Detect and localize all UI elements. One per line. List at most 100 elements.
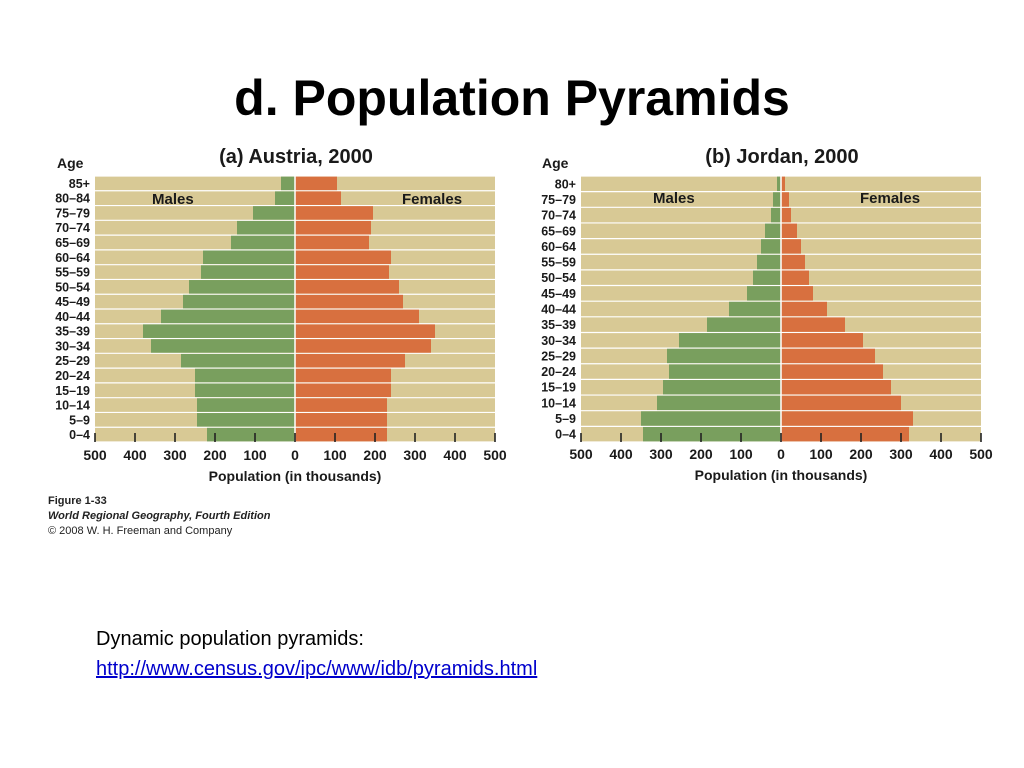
chart2-age-category-label: 65–69 — [541, 224, 576, 238]
chart1-female-bar — [295, 353, 405, 368]
chart2-male-bar — [757, 254, 781, 270]
chart1-male-bar — [183, 294, 295, 309]
chart2-age-category-label: 60–64 — [541, 240, 576, 254]
chart2-female-bar — [781, 426, 909, 442]
chart1-male-bar — [161, 309, 295, 324]
chart1-female-bar — [295, 220, 371, 235]
chart2-male-bar — [747, 286, 781, 301]
chart2-female-bar — [781, 333, 863, 348]
chart2-male-bar — [753, 270, 781, 285]
chart2-male-bar — [667, 348, 781, 364]
chart1-x-tick-label: 500 — [483, 447, 507, 463]
chart2-age-category-label: 80+ — [555, 177, 576, 191]
chart1-age-category-label: 50–54 — [55, 280, 90, 294]
chart1-female-bar — [295, 413, 387, 427]
slide-title: d. Population Pyramids — [234, 70, 790, 126]
chart2-x-axis-label: Population (in thousands) — [695, 467, 868, 483]
chart1-female-bar — [295, 398, 387, 412]
chart1-x-tick-label: 300 — [403, 447, 427, 463]
book-title: World Regional Geography, Fourth Edition — [48, 510, 271, 522]
chart1-age-category-label: 20–24 — [55, 369, 90, 383]
chart1-male-bar — [151, 339, 295, 353]
chart1-female-bar — [295, 427, 387, 442]
chart1-male-bar — [195, 368, 295, 383]
chart1-female-bar — [295, 309, 419, 324]
chart2-male-bar — [771, 207, 781, 223]
chart1-legend-females: Females — [402, 191, 462, 208]
census-pyramids-link[interactable]: http://www.census.gov/ipc/www/idb/pyrami… — [96, 658, 538, 680]
note-text: Dynamic population pyramids: — [96, 628, 364, 650]
chart1-x-tick-label: 0 — [291, 447, 299, 463]
chart1-age-category-label: 10–14 — [55, 399, 90, 413]
chart1-male-bar — [231, 235, 295, 250]
chart1-age-axis-label: Age — [57, 155, 84, 171]
chart2-male-bar — [643, 426, 781, 442]
chart1-female-bar — [295, 235, 369, 250]
chart2-age-category-label: 5–9 — [555, 412, 576, 426]
chart1-male-bar — [181, 353, 295, 368]
chart2-female-bar — [781, 270, 809, 285]
chart2-age-category-label: 75–79 — [541, 193, 576, 207]
chart2-age-category-label: 25–29 — [541, 349, 576, 363]
chart1-x-tick-label: 200 — [203, 447, 227, 463]
chart2-legend-females: Females — [860, 190, 920, 207]
chart2-female-bar — [781, 223, 797, 238]
chart2-male-bar — [773, 192, 781, 207]
chart1-age-category-label: 35–39 — [55, 325, 90, 339]
chart1-x-tick-label: 300 — [163, 447, 187, 463]
chart2-title: (b) Jordan, 2000 — [705, 146, 858, 168]
chart2-age-category-label: 10–14 — [541, 396, 576, 410]
chart2-x-tick-label: 400 — [929, 446, 953, 462]
chart2-age-category-label: 35–39 — [541, 318, 576, 332]
chart2-x-tick-label: 400 — [609, 446, 633, 462]
chart1-age-category-label: 75–79 — [55, 206, 90, 220]
chart1-age-category-label: 65–69 — [55, 236, 90, 250]
chart2-x-tick-label: 200 — [689, 446, 713, 462]
chart2-male-bar — [663, 380, 781, 395]
chart1-age-category-label: 0–4 — [69, 428, 90, 442]
chart2-age-category-label: 50–54 — [541, 271, 576, 285]
chart2-legend-males: Males — [653, 190, 695, 207]
chart1-female-bar — [295, 250, 391, 265]
chart1-male-bar — [275, 191, 295, 205]
chart1-age-category-label: 40–44 — [55, 310, 90, 324]
chart1-x-axis-label: Population (in thousands) — [209, 468, 382, 484]
chart2-age-category-label: 55–59 — [541, 256, 576, 270]
chart2-x-tick-label: 500 — [569, 446, 593, 462]
chart1-female-bar — [295, 280, 399, 294]
chart2-age-category-label: 15–19 — [541, 381, 576, 395]
chart1-female-bar — [295, 206, 373, 220]
chart2-female-bar — [781, 301, 827, 317]
chart1-male-bar — [143, 324, 295, 338]
chart1-x-tick-label: 100 — [243, 447, 267, 463]
chart2-female-bar — [781, 192, 789, 207]
chart2-x-tick-label: 0 — [777, 446, 785, 462]
chart2-age-category-label: 0–4 — [555, 428, 576, 442]
chart1-legend-males: Males — [152, 191, 194, 208]
chart2-male-bar — [657, 395, 781, 411]
chart1-female-bar — [295, 368, 391, 383]
chart1-age-category-label: 85+ — [69, 177, 90, 191]
chart1-female-bar — [295, 265, 389, 279]
chart1-male-bar — [207, 427, 295, 442]
chart2-male-bar — [669, 364, 781, 379]
chart2-x-tick-label: 500 — [969, 446, 993, 462]
chart2-female-bar — [781, 411, 913, 426]
chart1-male-bar — [237, 220, 295, 235]
chart2-male-bar — [765, 223, 781, 238]
chart2-male-bar — [761, 239, 781, 254]
chart2-female-bar — [781, 364, 883, 379]
chart2-female-bar — [781, 176, 785, 192]
chart1-male-bar — [203, 250, 295, 265]
chart2-female-bar — [781, 239, 801, 254]
chart1-male-bar — [253, 206, 295, 220]
chart1-male-bar — [197, 398, 295, 412]
chart2-age-axis-label: Age — [542, 155, 569, 171]
chart2-age-category-label: 20–24 — [541, 365, 576, 379]
chart1-female-bar — [295, 191, 341, 205]
chart2-male-bar — [679, 333, 781, 348]
chart2-female-bar — [781, 380, 891, 395]
chart2-female-bar — [781, 317, 845, 332]
chart1-male-bar — [197, 413, 295, 427]
